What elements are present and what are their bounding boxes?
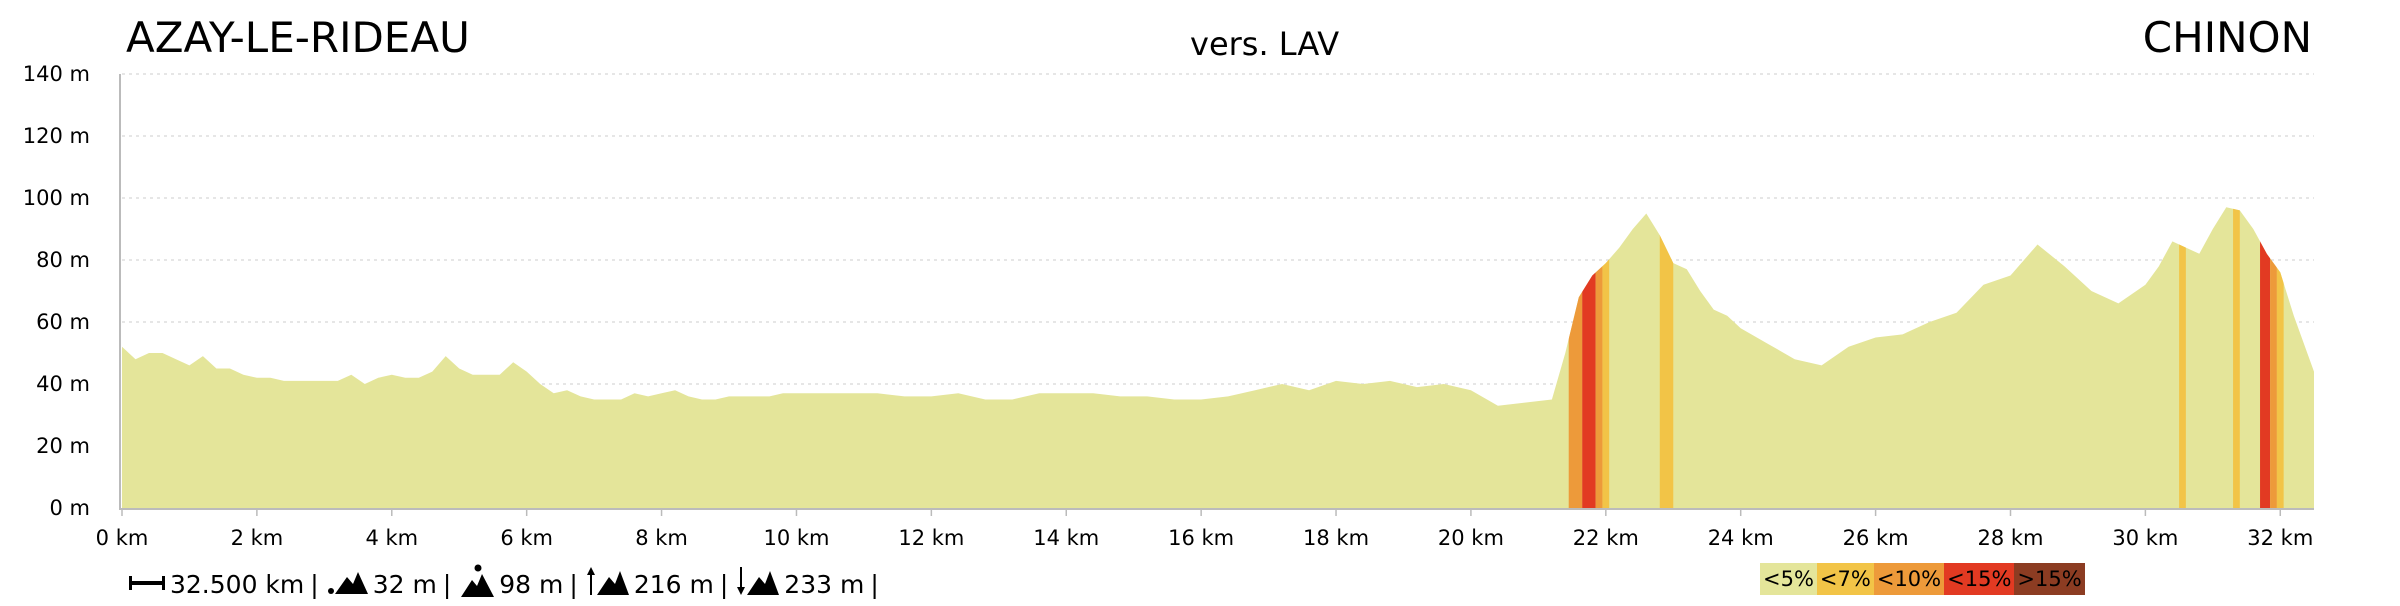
- grade-band: [2260, 207, 2271, 508]
- descent-icon: [736, 566, 780, 604]
- grade-legend: <5% <7% <10% <15% >15%: [1760, 563, 2085, 595]
- grade-band: [1602, 207, 1610, 508]
- x-tick-label: 30 km: [2112, 526, 2178, 550]
- x-tick-label: 24 km: [1708, 526, 1774, 550]
- x-tick-label: 18 km: [1303, 526, 1369, 550]
- stat-separator: |: [442, 570, 452, 599]
- max-altitude-icon: [459, 564, 495, 606]
- chart-axes: [119, 74, 2314, 510]
- x-tick-label: 28 km: [1977, 526, 2043, 550]
- grade-band: [2233, 207, 2240, 508]
- grade-band: [2179, 207, 2186, 508]
- x-axis-ticks: 0 km 2 km 4 km 6 km 8 km 10 km 12 km 14 km 16 km…: [96, 510, 2313, 550]
- x-tick-label: 32 km: [2247, 526, 2313, 550]
- legend-item: <5%: [1760, 563, 1817, 595]
- stat-separator: |: [870, 570, 879, 599]
- legend-item: <7%: [1816, 563, 1874, 595]
- start-location-title: AZAY-LE-RIDEAU: [126, 13, 470, 62]
- y-axis-ticks: 0 m 20 m 40 m 60 m 80 m 100 m 120 m 140 m: [23, 62, 90, 520]
- route-stats: 32.500 km | 32 m | 98 m | 216 m | 233 m …: [128, 564, 887, 606]
- stat-descent: 233 m: [784, 570, 865, 599]
- y-tick-label: 120 m: [23, 124, 90, 148]
- legend-item: <10%: [1873, 563, 1945, 595]
- stat-separator: |: [569, 570, 578, 599]
- x-tick-label: 16 km: [1168, 526, 1234, 550]
- grade-band: [1568, 207, 1583, 508]
- elevation-area: [122, 207, 2314, 509]
- x-tick-label: 8 km: [635, 526, 688, 550]
- stat-separator: |: [310, 570, 319, 599]
- y-tick-label: 140 m: [23, 62, 90, 86]
- legend-item: >15%: [2014, 563, 2085, 595]
- direction-label: vers. LAV: [1190, 25, 1340, 63]
- distance-icon: [128, 569, 166, 601]
- y-tick-label: 20 m: [36, 434, 90, 458]
- stat-min-altitude: 32 m: [372, 570, 437, 599]
- grade-band: [2276, 207, 2284, 508]
- stat-separator: |: [719, 570, 729, 599]
- x-tick-label: 22 km: [1573, 526, 1639, 550]
- stat-ascent: 216 m: [633, 570, 714, 599]
- stat-distance: 32.500 km: [170, 570, 305, 599]
- x-tick-label: 20 km: [1438, 526, 1504, 550]
- y-tick-label: 0 m: [50, 496, 91, 520]
- grade-band: [1582, 207, 1596, 508]
- grade-band: [1659, 207, 1674, 508]
- x-tick-label: 2 km: [231, 526, 284, 550]
- legend-item: <15%: [1944, 563, 2015, 595]
- x-tick-label: 14 km: [1033, 526, 1099, 550]
- min-altitude-icon: [327, 567, 369, 603]
- y-tick-label: 80 m: [36, 248, 90, 272]
- elevation-profile-chart: 0 m 20 m 40 m 60 m 80 m 100 m 120 m 140 m 0 km 2…: [23, 62, 2314, 550]
- end-location-title: CHINON: [2142, 13, 2312, 62]
- x-tick-label: 12 km: [898, 526, 964, 550]
- x-tick-label: 6 km: [500, 526, 553, 550]
- y-tick-label: 100 m: [23, 186, 90, 210]
- x-tick-label: 26 km: [1843, 526, 1909, 550]
- y-tick-label: 60 m: [36, 310, 90, 334]
- ascent-icon: [586, 566, 630, 604]
- y-tick-label: 40 m: [36, 372, 90, 396]
- elevation-fill: [122, 207, 2314, 509]
- grade-band: [2270, 207, 2277, 508]
- x-tick-label: 0 km: [96, 526, 149, 550]
- x-tick-label: 10 km: [763, 526, 829, 550]
- stat-max-altitude: 98 m: [499, 570, 564, 599]
- x-tick-label: 4 km: [365, 526, 418, 550]
- grade-band: [1595, 207, 1603, 508]
